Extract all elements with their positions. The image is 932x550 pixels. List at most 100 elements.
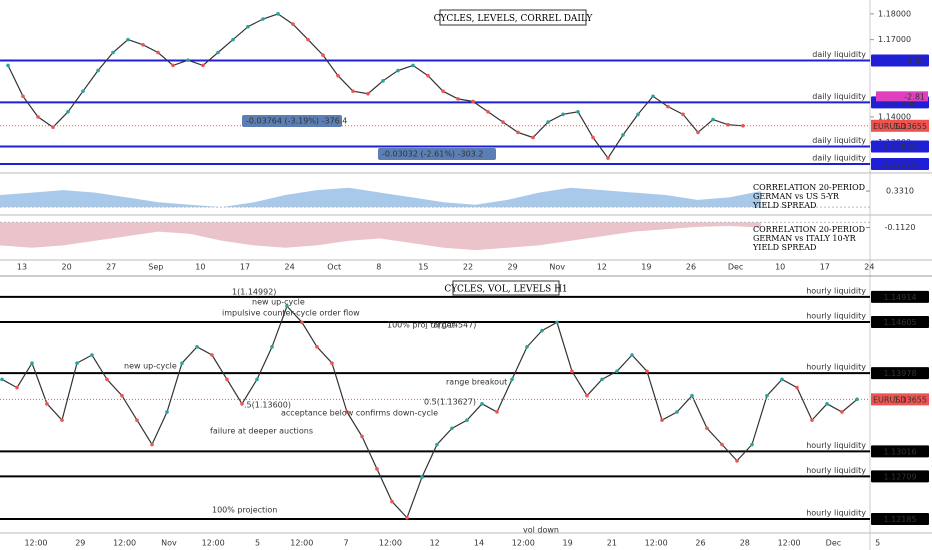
price-point: [90, 353, 94, 357]
price-point: [441, 89, 445, 93]
price-point: [141, 42, 145, 47]
price-point: [51, 125, 55, 130]
measure-box: [378, 148, 496, 160]
correlation-area: [0, 187, 761, 208]
price-point: [456, 97, 460, 101]
price-point: [546, 120, 550, 124]
price-point: [180, 361, 184, 365]
price-point: [75, 361, 79, 365]
price-point: [225, 377, 229, 382]
price-point: [306, 37, 310, 42]
price-point: [330, 361, 334, 365]
price-point: [66, 109, 70, 114]
price-point: [435, 442, 439, 447]
value-label: 0.3310: [886, 187, 914, 196]
x-tick-label: 19: [641, 263, 651, 272]
price-point: [351, 89, 355, 93]
price-point: [375, 467, 379, 471]
price-point: [471, 99, 475, 104]
correlation-area: [0, 222, 761, 251]
price-point: [495, 410, 499, 414]
price-point: [426, 73, 430, 78]
level-label: daily liquidity: [812, 153, 866, 162]
price-point: [486, 109, 490, 114]
price-point: [720, 442, 724, 447]
x-tick-label: 29: [75, 539, 85, 548]
price-point: [741, 124, 745, 128]
x-tick-label: 12:00: [512, 539, 535, 548]
price-point: [615, 369, 619, 374]
level-label: hourly liquidity: [806, 286, 866, 295]
price-tag-label: 1.12174: [883, 160, 916, 169]
price-tag-label: 1.14566: [883, 98, 916, 107]
level-label: hourly liquidity: [806, 509, 866, 518]
price-tag-label: 1.12709: [883, 472, 916, 481]
x-tick-label: 12: [597, 263, 607, 272]
price-point: [300, 320, 304, 325]
x-tick-label: 28: [740, 539, 750, 548]
price-point: [255, 377, 259, 382]
price-point: [210, 353, 214, 357]
price-point: [270, 345, 274, 349]
price-point: [705, 426, 709, 431]
price-point: [285, 304, 289, 308]
x-tick-label: Oct: [327, 263, 341, 272]
level-label: daily liquidity: [812, 92, 866, 101]
price-tag: [871, 290, 929, 303]
price-point: [501, 120, 505, 124]
price-point: [405, 515, 409, 520]
price-point: [450, 426, 454, 431]
price-point: [231, 37, 235, 42]
annotation: impulsive counter-cycle order flow: [222, 309, 360, 318]
annotation: acceptance below confirms down-cycle: [281, 409, 438, 418]
price-point: [216, 50, 220, 55]
price-point: [840, 410, 844, 414]
chart-title: CYCLES, LEVELS, CORREL DAILY: [434, 14, 594, 24]
x-tick-label: 10: [775, 263, 785, 272]
title-box: [452, 280, 560, 296]
level-label: hourly liquidity: [806, 466, 866, 475]
annotation: 1(1.14992): [232, 288, 276, 297]
x-tick-label: 21: [607, 539, 617, 548]
price-point: [0, 377, 4, 382]
price-point: [735, 459, 739, 463]
price-point: [750, 442, 754, 447]
price-point: [171, 63, 175, 68]
price-point: [606, 156, 610, 160]
last-tag-name: EURUSD: [873, 122, 907, 131]
price-point: [36, 115, 40, 119]
price-point: [585, 393, 589, 398]
last-tag-value: 1.13655: [894, 395, 927, 404]
price-point: [45, 402, 49, 406]
price-point: [636, 112, 640, 117]
price-point: [390, 499, 394, 504]
annotation: 0.5(1.13627): [424, 398, 476, 407]
x-tick-label: 26: [686, 263, 696, 272]
price-point: [126, 37, 130, 42]
annotation: .5(1.13600): [244, 401, 291, 410]
price-tag-label: 1.14914: [883, 293, 916, 302]
price-tag: [871, 316, 929, 329]
level-label: daily liquidity: [812, 136, 866, 145]
chart-title: CYCLES, VOL, LEVELS H1: [444, 285, 567, 295]
price-point: [570, 369, 574, 374]
price-point: [825, 402, 829, 406]
annotation: new up-cycle: [252, 298, 305, 307]
price-point: [810, 418, 814, 422]
level-label: hourly liquidity: [806, 363, 866, 372]
price-point: [660, 418, 664, 422]
x-tick-label: 17: [820, 263, 830, 272]
price-point: [666, 104, 670, 109]
x-tick-label: 15: [418, 263, 428, 272]
price-point: [600, 377, 604, 382]
price-tag-label: 1.13016: [883, 447, 916, 456]
x-tick-label: 12:00: [113, 539, 136, 548]
price-tag-label: 1.13978: [883, 369, 916, 378]
price-point: [480, 402, 484, 406]
annotation: 1(1.14547): [432, 321, 476, 330]
price-point: [15, 385, 19, 390]
x-tick-label: 12:00: [778, 539, 801, 548]
x-tick-label: 12:00: [645, 539, 668, 548]
price-point: [135, 418, 139, 422]
price-point: [675, 410, 679, 414]
